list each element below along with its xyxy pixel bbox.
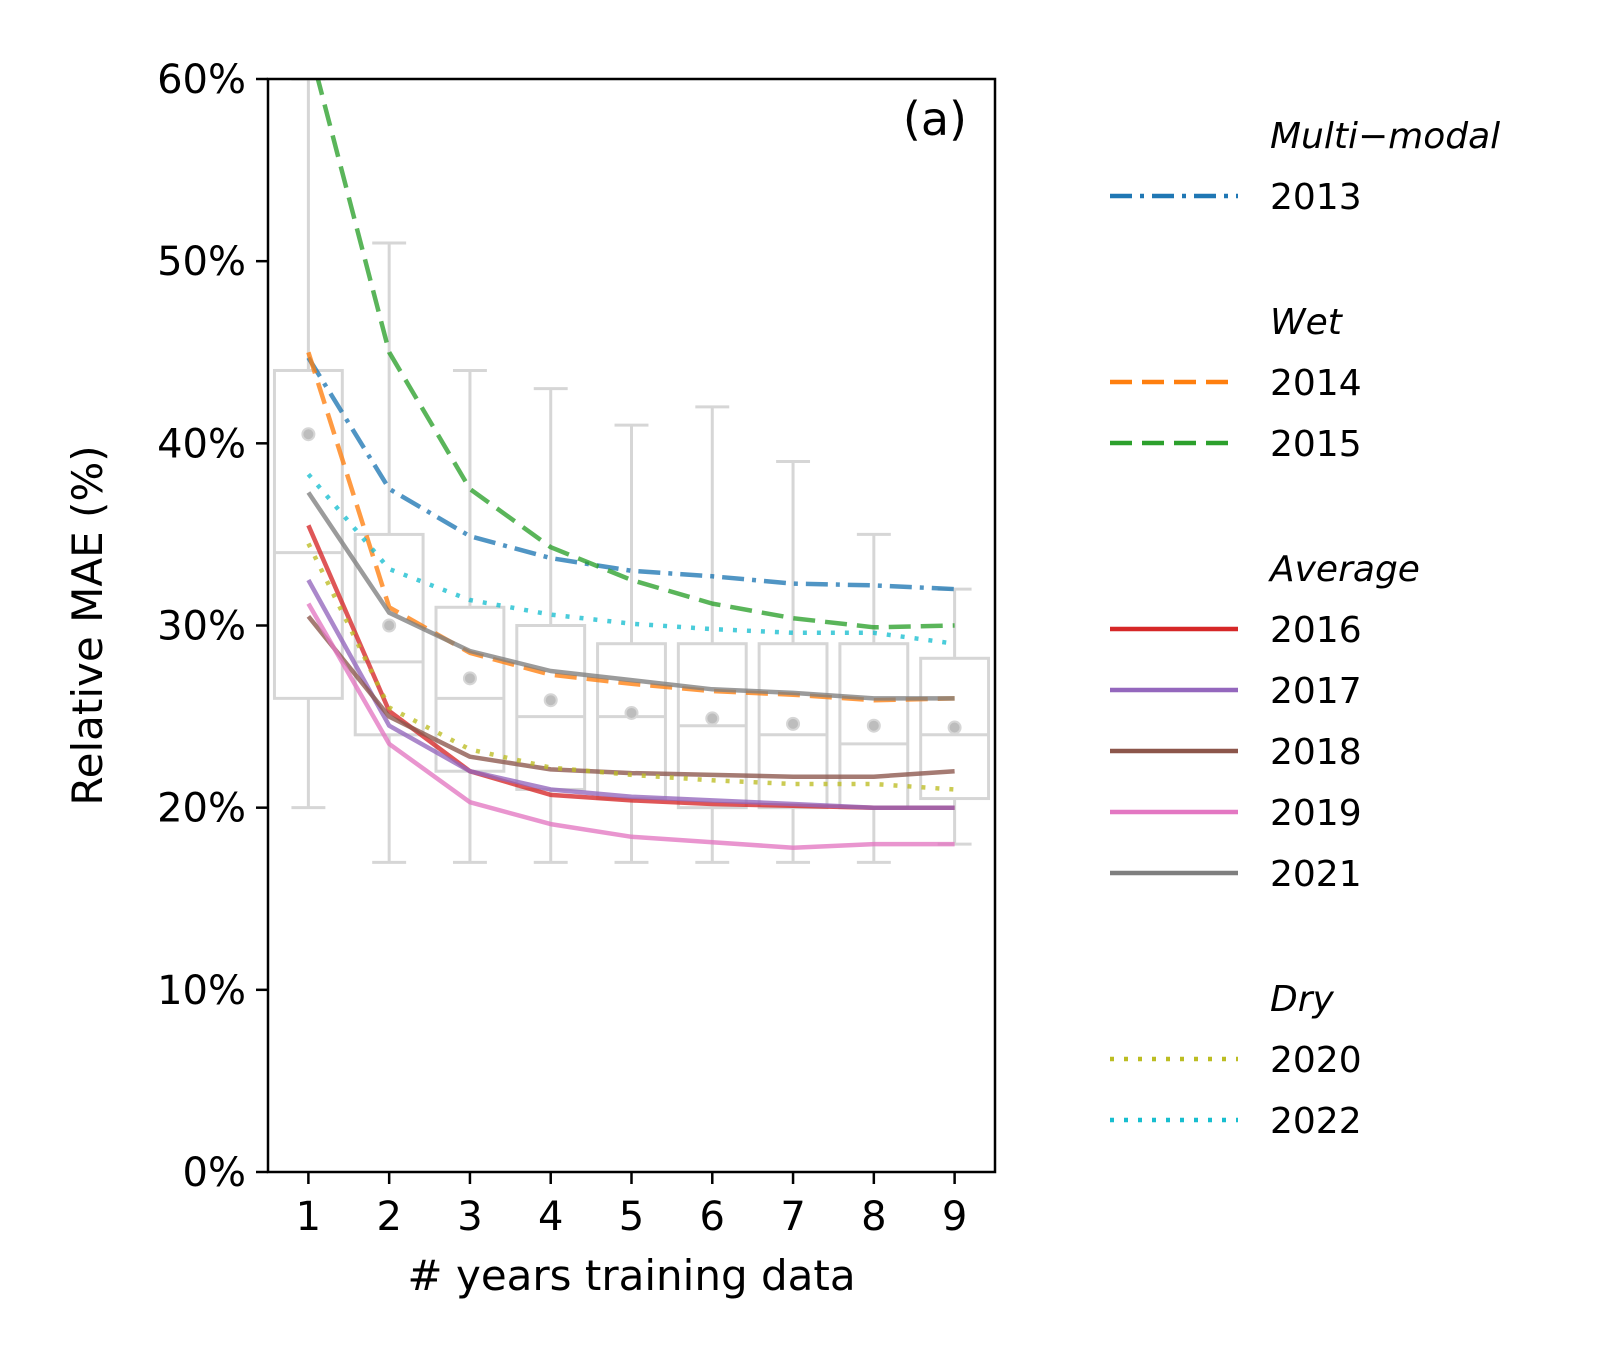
x-axis-title: # years training data [407,1251,855,1300]
boxplot [434,368,506,864]
series-lines-layer [306,79,955,850]
y-tick-label: 60% [157,57,246,103]
legend-group-heading: Multi−modal [1270,116,1500,157]
x-tick-label: 4 [538,1194,563,1240]
y-tick-label: 0% [183,1150,246,1196]
panel-label: (a) [903,92,967,146]
boxplot-mean-marker [866,718,881,733]
x-tick-label: 3 [457,1194,482,1240]
boxplot [919,587,991,846]
y-tick-label: 30% [157,604,246,650]
boxplot-mean-marker [301,427,316,442]
axis-ticks: 0% 10% 20% 30% 40% 50% 60% 1 2 3 4 5 6 7 8 9 [157,57,967,1240]
boxplot [353,241,425,864]
boxplot-mean-marker [462,671,477,686]
legend-group-heading: Wet [1270,302,1344,343]
legend-label-2020: 2020 [1270,1040,1362,1081]
boxplot-mean-marker [705,711,720,726]
boxplot-box [919,656,991,801]
y-tick-label: 40% [157,421,246,467]
legend-label-2017: 2017 [1270,671,1362,712]
series-line-2015 [315,79,955,630]
series-line-2021 [306,491,955,701]
series-line-2020 [306,542,955,792]
series-line-2013 [306,356,955,592]
legend-label-2018: 2018 [1270,732,1362,773]
boxplot-box [272,368,344,700]
legend-group-heading: Average [1268,549,1420,590]
legend-label-2013: 2013 [1270,177,1362,218]
legend-label-2019: 2019 [1270,793,1362,834]
x-tick-label: 7 [780,1194,805,1240]
boxplot [515,387,587,864]
y-tick-label: 50% [157,239,246,285]
series-line-2019 [306,602,955,850]
x-tick-label: 5 [619,1194,644,1240]
legend-label-2014: 2014 [1270,363,1362,404]
boxplot-mean-marker [786,716,801,731]
x-tick-label: 8 [861,1194,886,1240]
legend-label-2021: 2021 [1270,854,1362,895]
boxplot [272,79,344,810]
series-line-2017 [306,578,955,810]
series-line-2022 [306,472,955,646]
boxplot-mean-marker [624,705,639,720]
boxplot-mean-marker [382,618,397,633]
legend-label-2015: 2015 [1270,424,1362,465]
y-tick-label: 10% [157,968,246,1014]
x-tick-label: 6 [700,1194,725,1240]
x-tick-label: 2 [376,1194,401,1240]
x-tick-label: 9 [942,1194,967,1240]
legend-label-2022: 2022 [1270,1101,1362,1142]
y-axis-title: Relative MAE (%) [63,445,112,805]
boxplot-mean-marker [543,693,558,708]
boxplot-mean-marker [947,720,962,735]
legend-group-heading: Dry [1270,979,1335,1020]
legend: Multi−modal 2013 Wet 2014 2015 Average 2016 201… [1110,116,1500,1142]
boxplot-layer [272,79,991,864]
x-tick-label: 1 [296,1194,321,1240]
legend-label-2016: 2016 [1270,610,1362,651]
y-tick-label: 20% [157,786,246,832]
